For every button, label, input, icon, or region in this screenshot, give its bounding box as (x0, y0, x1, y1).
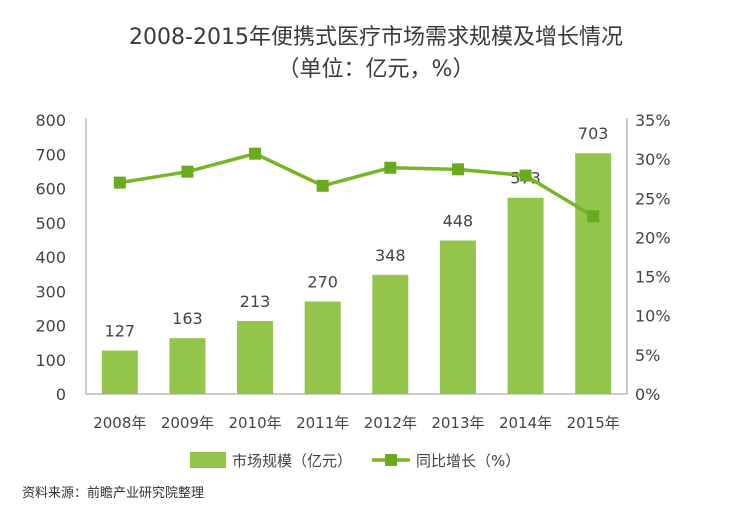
y-tick-label: 0 (56, 385, 66, 404)
bar (372, 274, 409, 394)
line-marker (181, 165, 194, 178)
y-tick-label: 200 (35, 317, 66, 336)
bar (575, 153, 612, 394)
bar (169, 338, 206, 394)
y-tick-label: 500 (35, 214, 66, 233)
bar-value-label: 448 (443, 212, 474, 231)
bar-value-label: 703 (578, 124, 609, 143)
bar-value-label: 213 (240, 292, 271, 311)
y2-tick-label: 30% (635, 150, 671, 169)
legend-line-label: 同比增长（%） (416, 452, 520, 470)
y-tick-label: 400 (35, 248, 66, 267)
y2-tick-label: 0% (635, 385, 660, 404)
y-tick-label: 700 (35, 145, 66, 164)
line-marker (451, 163, 464, 176)
growth-line (119, 151, 595, 218)
line-marker (316, 179, 329, 192)
legend-line-marker (385, 454, 397, 466)
chart-subtitle: （单位：亿元，%） (278, 57, 475, 82)
bar-value-label: 163 (172, 309, 203, 328)
y2-tick-label: 5% (635, 346, 660, 365)
x-tick-label: 2008年 (93, 414, 146, 432)
bar (237, 321, 274, 394)
bar (101, 350, 138, 394)
chart-title: 2008-2015年便携式医疗市场需求规模及增长情况 (129, 25, 623, 50)
line-marker (384, 161, 397, 174)
bar-value-label: 348 (375, 246, 406, 265)
line-marker (113, 176, 126, 189)
bar (304, 301, 341, 394)
y2-tick-label: 25% (635, 189, 671, 208)
legend-bar-label: 市场规模（亿元） (232, 452, 352, 470)
y-tick-label: 100 (35, 351, 66, 370)
plot-area: 0 100 200 300 400 500 600 700 800 0% 5% 10% 15% 20% 25… (35, 111, 670, 470)
x-tick-label: 2010年 (228, 414, 281, 432)
x-tick-label: 2014年 (499, 414, 552, 432)
y2-tick-label: 10% (635, 307, 671, 326)
line-marker (249, 147, 262, 160)
bar (439, 240, 476, 394)
x-tick-label: 2013年 (431, 414, 484, 432)
line-marker (519, 169, 532, 182)
x-tick-label: 2009年 (161, 414, 214, 432)
y-tick-label: 300 (35, 282, 66, 301)
bar (507, 197, 544, 394)
bar-value-label: 127 (105, 322, 136, 341)
y2-tick-label: 15% (635, 268, 671, 287)
y-tick-label: 600 (35, 180, 66, 199)
legend-bar-swatch (190, 452, 226, 468)
x-tick-label: 2011年 (296, 414, 349, 432)
y2-tick-label: 20% (635, 228, 671, 247)
line-marker (587, 210, 600, 223)
x-tick-label: 2015年 (567, 414, 620, 432)
bar-value-label: 270 (307, 273, 338, 292)
y-tick-label: 800 (35, 111, 66, 130)
source-note: 资料来源：前瞻产业研究院整理 (22, 485, 204, 501)
y2-tick-label: 35% (635, 111, 671, 130)
x-tick-label: 2012年 (364, 414, 417, 432)
